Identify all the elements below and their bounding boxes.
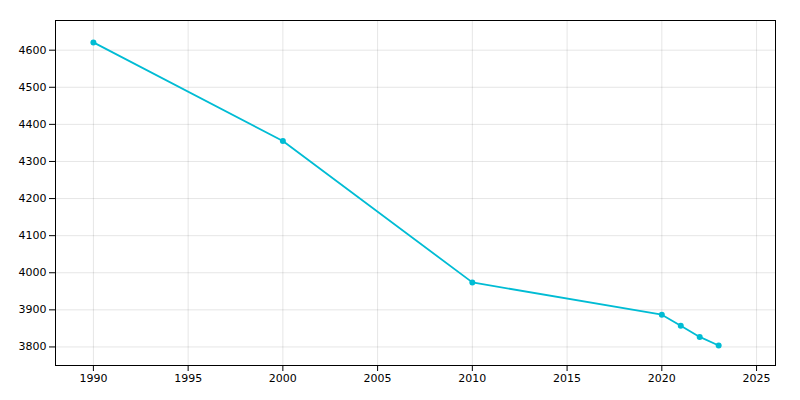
svg-text:4600: 4600 [19, 44, 47, 57]
svg-text:4200: 4200 [19, 192, 47, 205]
svg-text:2015: 2015 [553, 372, 581, 385]
svg-text:3900: 3900 [19, 303, 47, 316]
svg-text:1995: 1995 [174, 372, 202, 385]
svg-text:2025: 2025 [743, 372, 771, 385]
svg-text:1990: 1990 [79, 372, 107, 385]
svg-text:2010: 2010 [458, 372, 486, 385]
svg-text:2000: 2000 [269, 372, 297, 385]
svg-text:2005: 2005 [364, 372, 392, 385]
svg-text:3800: 3800 [19, 340, 47, 353]
svg-text:4500: 4500 [19, 81, 47, 94]
svg-text:4000: 4000 [19, 266, 47, 279]
svg-text:4400: 4400 [19, 118, 47, 131]
svg-text:4300: 4300 [19, 155, 47, 168]
svg-text:2020: 2020 [648, 372, 676, 385]
svg-text:4100: 4100 [19, 229, 47, 242]
